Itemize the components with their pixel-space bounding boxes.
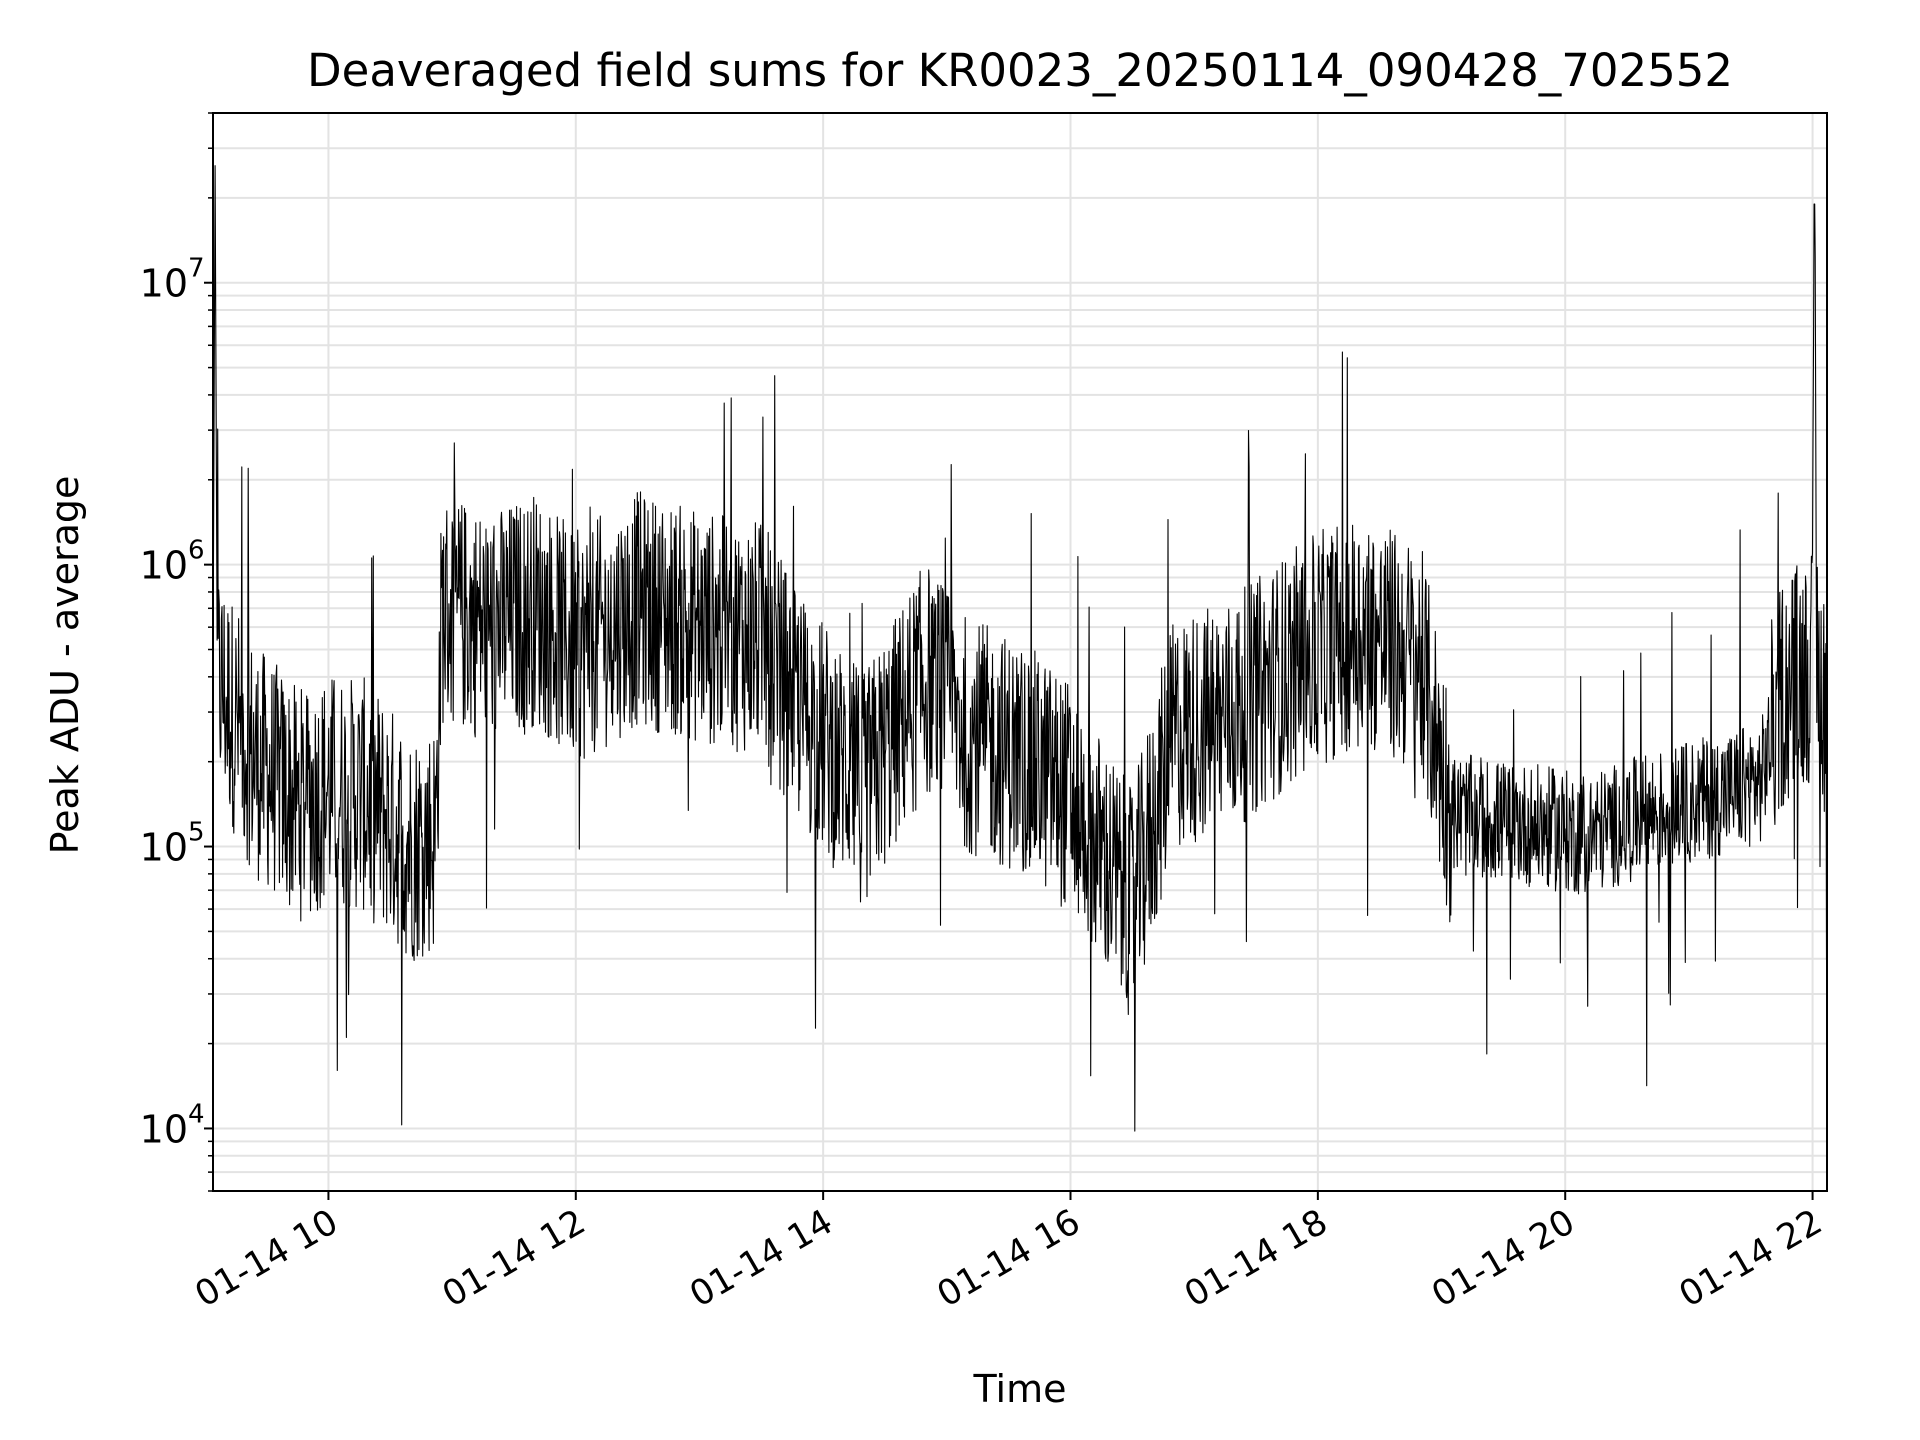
x-axis-label: Time: [973, 1367, 1067, 1411]
y-tick-label-exponent: 6: [188, 536, 205, 566]
x-tick-label: 01-14 12: [436, 1202, 592, 1315]
y-axis-label: Peak ADU - average: [43, 476, 87, 855]
x-tick-label: 01-14 18: [1178, 1202, 1334, 1315]
grid-lines: [213, 112, 1827, 1192]
plot-frame: [212, 112, 1828, 1192]
y-tick-label: 10: [140, 1107, 188, 1151]
series-line: [212, 165, 1828, 1132]
x-tick-label: 01-14 20: [1425, 1202, 1581, 1315]
y-tick-label-exponent: 4: [188, 1099, 205, 1129]
x-tick-label: 01-14 16: [931, 1202, 1087, 1315]
chart-title: Deaveraged field sums for KR0023_2025011…: [307, 44, 1733, 97]
x-tick-label: 01-14 22: [1673, 1202, 1829, 1315]
y-tick-label: 10: [140, 544, 188, 588]
y-tick-label: 10: [140, 826, 188, 870]
y-tick-label-exponent: 5: [188, 818, 205, 848]
series-layer: [212, 165, 1828, 1132]
y-tick-label: 10: [140, 262, 188, 306]
y-tick-label-exponent: 7: [188, 254, 205, 284]
x-axis-ticks: 01-14 10 01-14 12 01-14 14 01-14 16 01-14 18…: [189, 1191, 1829, 1315]
x-tick-label: 01-14 14: [683, 1202, 839, 1315]
x-tick-label: 01-14 10: [189, 1202, 345, 1315]
